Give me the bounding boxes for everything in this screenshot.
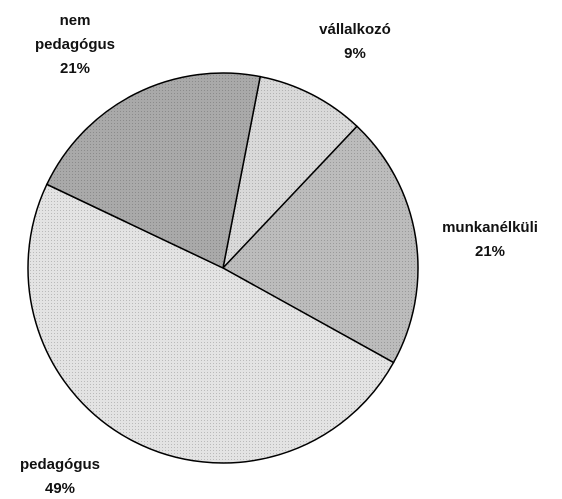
category-label: nem pedagógus bbox=[34, 12, 115, 53]
value-label: 21% bbox=[59, 60, 91, 77]
slice-texture bbox=[27, 184, 394, 464]
category-label: pedagógus bbox=[19, 456, 100, 473]
slice-label: vállalkozó 9% bbox=[305, 18, 405, 66]
slice-texture bbox=[223, 76, 357, 268]
category-label: vállalkozó bbox=[319, 21, 391, 38]
slice-texture bbox=[46, 72, 261, 269]
slice-label: pedagógus 49% bbox=[0, 453, 120, 499]
slice-label: munkanélküli 21% bbox=[425, 216, 555, 264]
slice-texture bbox=[223, 126, 418, 363]
category-label: munkanélküli bbox=[442, 219, 538, 236]
value-label: 9% bbox=[344, 45, 366, 62]
slice-label: nem pedagógus 21% bbox=[25, 9, 125, 81]
value-label: 21% bbox=[474, 243, 506, 260]
value-label: 49% bbox=[44, 480, 76, 497]
